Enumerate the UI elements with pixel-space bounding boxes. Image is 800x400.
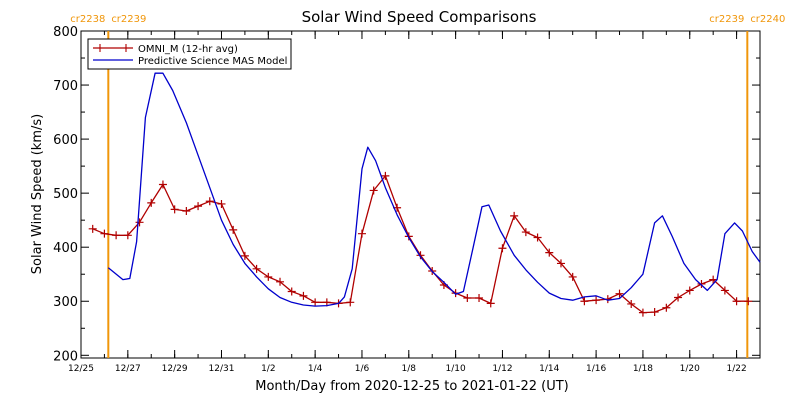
data-point (88, 224, 97, 233)
data-point (592, 296, 601, 305)
data-point (416, 251, 425, 260)
x-tick-label: 12/29 (162, 364, 188, 374)
y-tick-label: 500 (53, 187, 78, 202)
x-tick-label: 1/22 (726, 364, 746, 374)
data-point (252, 264, 261, 273)
data-point (123, 231, 132, 240)
data-point (135, 218, 144, 227)
data-point (182, 206, 191, 215)
y-axis: 200 300 400 500 600 700 800 (53, 25, 760, 364)
data-point (205, 197, 214, 206)
data-point (627, 299, 636, 308)
data-point (217, 199, 226, 208)
data-point (580, 297, 589, 306)
legend-box (87, 38, 292, 70)
legend-marker (96, 44, 130, 52)
data-point (720, 286, 729, 295)
data-point (510, 211, 519, 220)
legend: OMNI_M (12-hr avg)Predictive Science MAS… (87, 38, 292, 70)
x-tick-label: 1/10 (446, 364, 466, 374)
data-point (556, 259, 565, 268)
y-axis-label: Solar Wind Speed (km/s) (30, 114, 45, 274)
data-point (545, 248, 554, 257)
y-tick-label: 800 (53, 25, 78, 40)
carrington-markers: cr2238 cr2239 cr2239 cr2240 (70, 14, 785, 358)
data-point (357, 229, 366, 238)
y-tick-label: 300 (53, 295, 78, 310)
x-tick-label: 12/31 (209, 364, 235, 374)
carrington-label-right: cr2239 (111, 14, 146, 25)
data-point (346, 298, 355, 307)
x-tick-label: 1/14 (539, 364, 559, 374)
data-point (194, 202, 203, 211)
carrington-label-right: cr2240 (750, 14, 785, 25)
x-tick-label: 1/16 (586, 364, 606, 374)
x-axis-label: Month/Day from 2020-12-25 to 2021-01-22 … (255, 379, 568, 394)
x-tick-label: 1/18 (633, 364, 653, 374)
x-tick-label: 1/4 (308, 364, 323, 374)
data-point (463, 294, 472, 303)
data-point (299, 291, 308, 300)
data-point (475, 294, 484, 303)
data-point (240, 251, 249, 260)
data-point (533, 233, 542, 242)
x-tick-label: 12/27 (115, 364, 141, 374)
x-tick-label: 1/8 (402, 364, 417, 374)
carrington-label-left: cr2239 (709, 14, 744, 25)
x-tick-label: 12/25 (68, 364, 94, 374)
data-point (615, 289, 624, 298)
y-tick-label: 600 (53, 133, 78, 148)
legend-label: Predictive Science MAS Model (138, 56, 287, 67)
data-point (229, 225, 238, 234)
data-point (521, 228, 530, 237)
y-tick-label: 700 (53, 79, 78, 94)
y-tick-label: 200 (53, 349, 78, 364)
y-tick-label: 400 (53, 241, 78, 256)
x-axis: 12/25 12/27 12/29 12/31 1/2 1/4 1/6 1/8 1/10 1/12… (68, 31, 761, 374)
carrington-label-left: cr2238 (70, 14, 105, 25)
data-point (147, 198, 156, 207)
data-point (662, 303, 671, 312)
series-line-mas-model (107, 72, 761, 307)
data-point (311, 298, 320, 307)
data-point (381, 171, 390, 180)
data-point (287, 287, 296, 296)
data-point (100, 229, 109, 238)
data-point (158, 180, 167, 189)
data-point (369, 186, 378, 195)
data-point (697, 279, 706, 288)
plot-frame (80, 30, 761, 359)
x-tick-label: 1/6 (355, 364, 370, 374)
x-tick-label: 1/20 (680, 364, 700, 374)
data-point (674, 293, 683, 302)
data-point (650, 308, 659, 317)
chart-title: Solar Wind Speed Comparisons (302, 8, 537, 26)
data-point (276, 277, 285, 286)
legend-label: OMNI_M (12-hr avg) (138, 44, 238, 55)
data-point (638, 308, 647, 317)
data-point (568, 272, 577, 281)
data-point (732, 297, 741, 306)
data-point (486, 299, 495, 308)
data-point (498, 244, 507, 253)
data-point (744, 297, 753, 306)
data-point (685, 286, 694, 295)
x-tick-label: 1/2 (261, 364, 275, 374)
data-point (264, 272, 273, 281)
data-point (709, 275, 718, 284)
data-point (170, 205, 179, 214)
x-tick-label: 1/12 (492, 364, 512, 374)
data-point (112, 231, 121, 240)
series-layer (88, 72, 761, 317)
